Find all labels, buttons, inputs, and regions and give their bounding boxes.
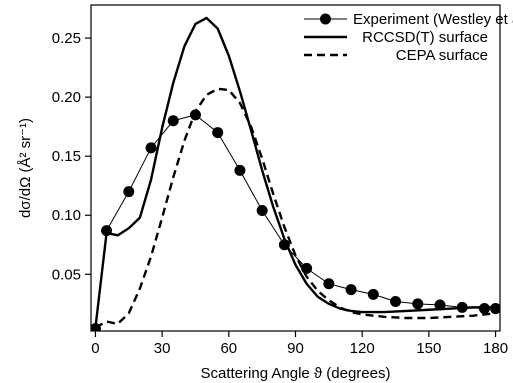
y-axis-label: dσ/dΩ (Å² sr⁻¹): [17, 118, 34, 218]
series-line-2: [94, 87, 496, 329]
legend-marker: [320, 13, 331, 25]
data-point: [145, 142, 157, 154]
legend-label-0: Experiment (Westley et al.): [353, 11, 513, 28]
y-tick-label: 0.05: [52, 266, 81, 283]
x-tick-label: 90: [287, 340, 304, 357]
data-point: [234, 164, 246, 176]
y-tick-label: 0.25: [52, 30, 81, 47]
y-tick-label: 0.20: [52, 89, 81, 106]
data-point: [434, 299, 446, 311]
x-axis: 0 30 60 90 120 150 180: [91, 331, 508, 357]
data-point: [390, 295, 402, 307]
data-point: [256, 205, 268, 217]
y-tick-label: 0.10: [52, 207, 81, 224]
series-layer: [91, 16, 500, 331]
data-point: [323, 278, 335, 290]
data-point: [301, 262, 313, 274]
y-tick-label: 0.15: [52, 148, 81, 165]
x-axis-label: Scattering Angle ϑ (degrees): [201, 365, 391, 382]
legend: Experiment (Westley et al.)RCCSD(T) surf…: [304, 11, 513, 64]
x-tick-label: 30: [154, 340, 171, 357]
data-point: [123, 186, 135, 198]
data-point: [412, 298, 424, 310]
x-tick-label: 180: [483, 340, 508, 357]
legend-label-1: RCCSD(T) surface: [362, 29, 488, 46]
data-point: [167, 115, 179, 127]
data-point: [367, 288, 379, 300]
x-tick-label: 120: [350, 340, 375, 357]
y-axis: 0.05 0.10 0.15 0.20 0.25: [52, 30, 91, 283]
legend-label-2: CEPA surface: [396, 47, 488, 64]
series-line-1: [94, 16, 496, 328]
x-tick-label: 60: [220, 340, 237, 357]
x-tick-label: 0: [91, 340, 99, 357]
x-tick-label: 150: [416, 340, 441, 357]
data-point: [212, 127, 224, 139]
data-point: [345, 284, 357, 296]
data-point: [189, 109, 201, 121]
